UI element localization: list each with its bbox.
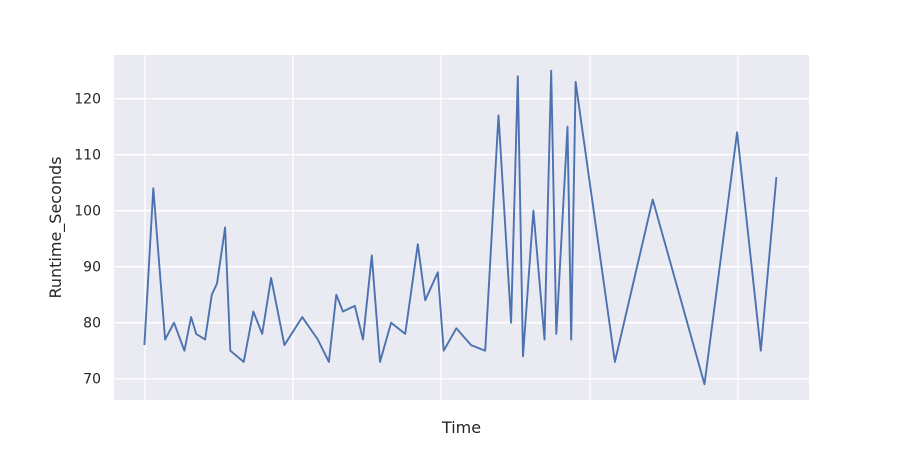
y-tick-label: 110 xyxy=(74,148,101,164)
x-axis-label: Time xyxy=(441,418,481,437)
y-tick-labels: 70 80 90 100 110 120 xyxy=(74,92,101,388)
series-line xyxy=(143,69,778,386)
series-layer xyxy=(143,69,778,386)
plot-area xyxy=(114,55,809,400)
y-tick-label: 70 xyxy=(83,372,101,388)
y-tick-label: 100 xyxy=(74,204,101,220)
y-tick-label: 90 xyxy=(83,260,101,276)
y-tick-label: 120 xyxy=(74,92,101,108)
y-axis-label: Runtime_Seconds xyxy=(46,156,66,298)
y-tick-label: 80 xyxy=(83,316,101,332)
